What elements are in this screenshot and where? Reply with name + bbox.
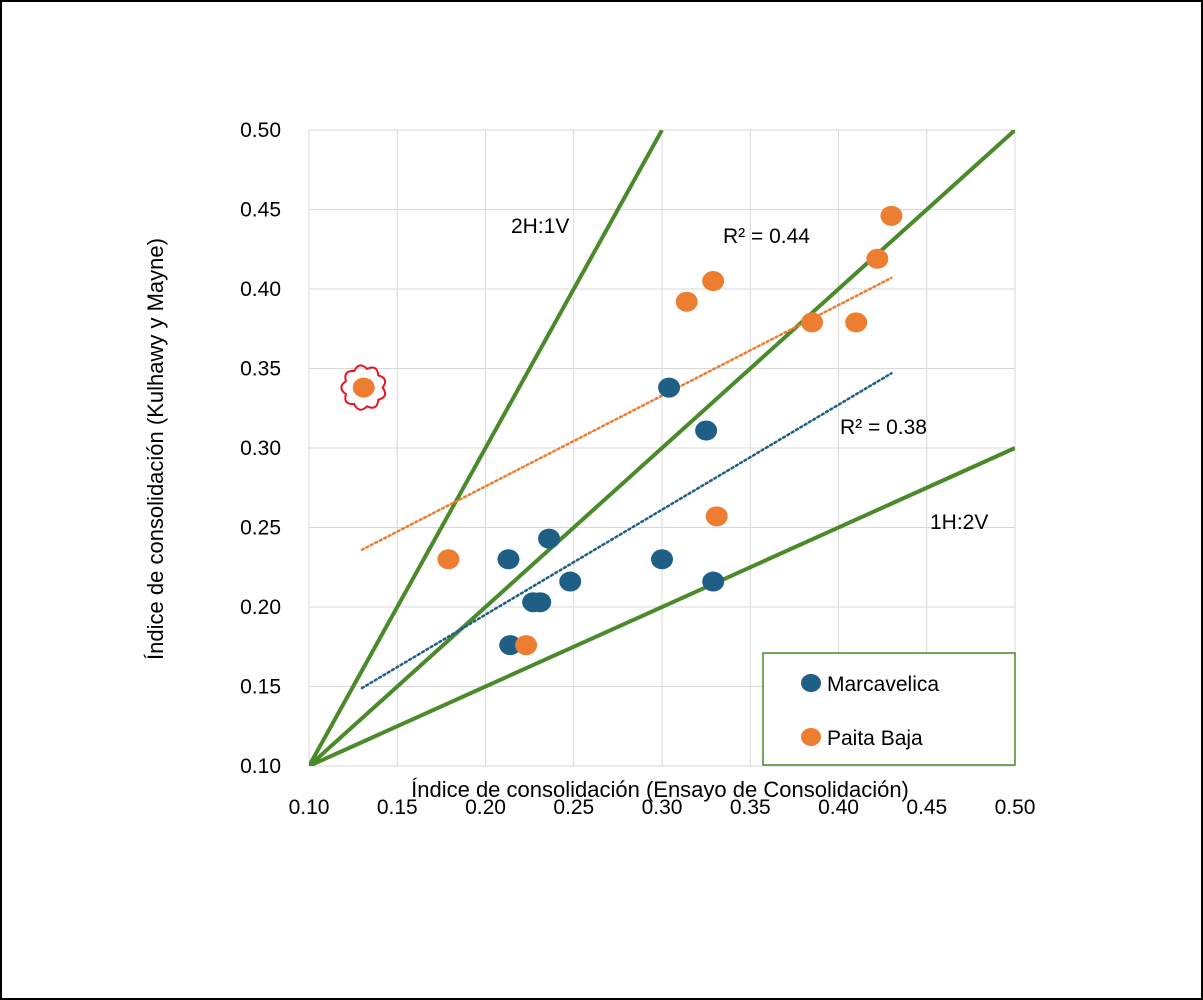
point-marcavelica <box>702 571 725 592</box>
x-tick-label: 0.25 <box>553 796 594 819</box>
point-paita-baja <box>352 377 375 398</box>
r2-label-marcavelica: R² = 0.38 <box>840 416 927 439</box>
x-tick-label: 0.20 <box>465 796 506 819</box>
y-axis-title: Índice de consolidación (Kulhawy y Mayne… <box>143 238 168 660</box>
point-marcavelica <box>529 592 552 613</box>
y-tick-label: 0.15 <box>240 676 281 699</box>
legend-box <box>762 652 1016 766</box>
label-2h-1v: 2H:1V <box>511 215 569 238</box>
reference-line-1h-1v <box>309 130 1015 766</box>
y-tick-label: 0.25 <box>240 517 281 540</box>
x-tick-label: 0.50 <box>995 796 1036 819</box>
annotations: 2H:1V 1H:2V R² = 0.44 R² = 0.38 <box>511 215 988 534</box>
x-tick-label: 0.35 <box>730 796 771 819</box>
tick-labels: 0.10 0.15 0.20 0.25 0.30 0.35 0.40 0.45 0.50 0.10… <box>240 119 1035 819</box>
reference-lines <box>309 130 1015 766</box>
x-tick-label: 0.30 <box>642 796 683 819</box>
outlier-cloud-callout <box>340 364 387 411</box>
legend-marker-marcavelica <box>801 674 821 692</box>
y-tick-label: 0.50 <box>240 119 281 142</box>
y-tick-label: 0.40 <box>240 278 281 301</box>
point-marcavelica <box>651 549 673 570</box>
point-marcavelica <box>499 635 522 656</box>
point-paita-baja <box>866 248 889 269</box>
trendlines <box>360 276 893 690</box>
x-tick-label: 0.10 <box>289 796 330 819</box>
y-tick-label: 0.30 <box>240 437 281 460</box>
y-tick-label: 0.45 <box>240 199 281 222</box>
point-marcavelica <box>695 420 718 441</box>
y-tick-label: 0.10 <box>240 755 281 778</box>
point-paita-baja <box>845 312 868 333</box>
point-marcavelica <box>538 528 561 549</box>
point-paita-baja <box>705 506 728 527</box>
x-tick-label: 0.45 <box>906 796 947 819</box>
data-points <box>352 205 903 656</box>
x-tick-label: 0.40 <box>818 796 859 819</box>
r2-label-paita-baja: R² = 0.44 <box>723 225 810 248</box>
point-paita-baja <box>675 291 698 312</box>
reference-line-2h-1v <box>309 130 664 766</box>
trendline-marcavelica <box>360 372 893 690</box>
legend-marker-paita-baja <box>801 728 821 746</box>
point-marcavelica <box>559 571 582 592</box>
y-tick-label: 0.20 <box>240 596 281 619</box>
legend: Marcavelica Paita Baja <box>762 652 1016 766</box>
point-marcavelica <box>497 549 520 570</box>
y-tick-label: 0.35 <box>240 358 281 381</box>
label-1h-2v: 1H:2V <box>930 511 988 534</box>
point-paita-baja <box>437 549 460 570</box>
x-axis-title: Índice de consolidación (Ensayo de Conso… <box>411 777 909 802</box>
point-paita-baja <box>801 312 824 333</box>
reference-line-1h-2v <box>309 446 1015 766</box>
outlier-highlight <box>340 364 387 411</box>
point-paita-baja <box>515 635 538 656</box>
legend-label-paita-baja: Paita Baja <box>827 727 923 750</box>
point-marcavelica <box>658 377 681 398</box>
legend-label-marcavelica: Marcavelica <box>827 673 939 696</box>
x-tick-label: 0.15 <box>377 796 418 819</box>
point-paita-baja <box>702 271 725 292</box>
point-paita-baja <box>880 205 903 226</box>
